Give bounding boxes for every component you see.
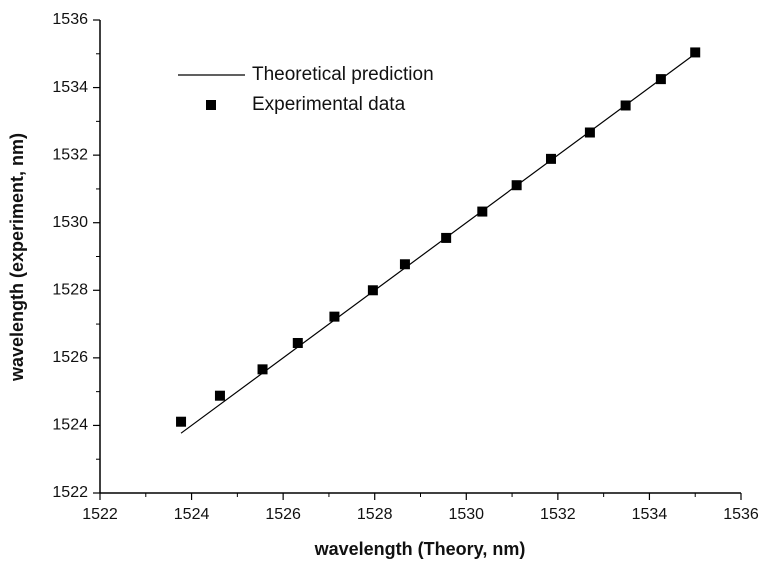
point	[511, 180, 522, 191]
point	[399, 259, 410, 270]
legend-text: Theoretical prediction	[252, 64, 434, 85]
point	[367, 285, 378, 296]
x-tick-label: 1534	[632, 506, 668, 523]
point	[584, 127, 595, 138]
y-tick-label: 1524	[52, 417, 88, 434]
y-axis-title: wavelength (experiment, nm)	[7, 133, 27, 382]
x-tick-label: 1532	[540, 506, 576, 523]
point	[176, 416, 187, 427]
point	[292, 337, 303, 348]
x-tick-label: 1530	[448, 506, 484, 523]
x-tick-label: 1524	[174, 506, 210, 523]
point	[545, 153, 556, 164]
x-tick-label: 1522	[82, 506, 118, 523]
point	[655, 74, 666, 85]
y-tick-label: 1534	[52, 79, 88, 96]
x-tick-label: 1528	[357, 506, 393, 523]
y-tick-label: 1536	[52, 11, 88, 28]
legend-text: Experimental data	[252, 94, 406, 115]
point	[477, 206, 488, 217]
y-tick-label: 1532	[52, 146, 88, 163]
point	[620, 100, 631, 111]
y-tick-label: 1526	[52, 349, 88, 366]
x-tick-label: 1526	[265, 506, 301, 523]
point	[690, 47, 701, 58]
legend-marker	[206, 100, 216, 110]
y-tick-label: 1530	[52, 214, 88, 231]
point	[329, 311, 340, 322]
x-axis-title: wavelength (Theory, nm)	[314, 539, 526, 559]
x-tick-label: 1536	[723, 506, 759, 523]
y-tick-label: 1522	[52, 484, 88, 501]
point	[257, 364, 268, 375]
y-tick-label: 1528	[52, 282, 88, 299]
point	[214, 390, 225, 401]
point	[441, 232, 452, 243]
